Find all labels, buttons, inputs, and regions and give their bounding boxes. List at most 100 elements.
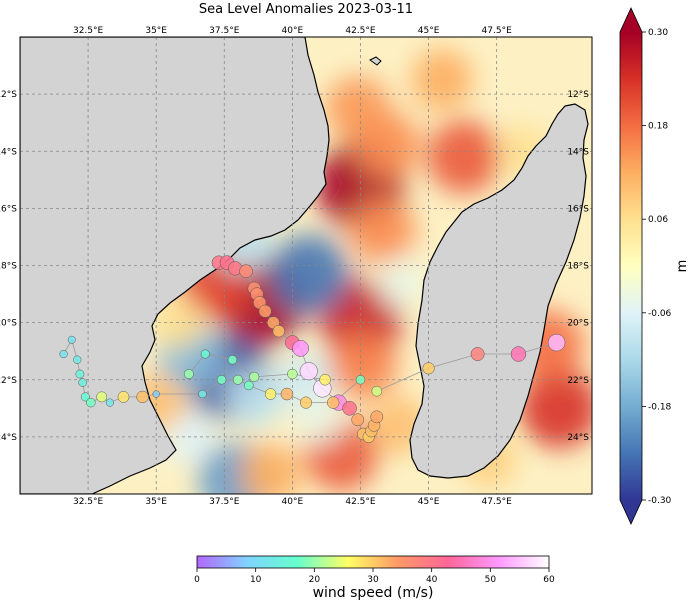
wind-colorbar-label: wind speed (m/s) — [313, 585, 434, 600]
wind-marker — [183, 369, 194, 379]
wind-marker — [80, 392, 90, 402]
wind-marker — [319, 374, 331, 386]
wind-marker — [216, 375, 227, 385]
latitude-tick-label: 14°S — [0, 147, 17, 157]
longitude-tick-label: 37.5°E — [209, 497, 240, 507]
colorbar-label: m — [675, 260, 690, 273]
wind-marker — [264, 388, 277, 400]
latitude-tick-label: 18°S — [567, 262, 589, 272]
wind-colorbar-tick-label: 60 — [543, 575, 555, 585]
longitude-tick-label: 40°E — [282, 26, 304, 36]
latitude-tick-label: 22°S — [567, 376, 589, 386]
latitude-labels-right: 12°S 14°S 16°S 18°S 20°S 22°S 24°S — [567, 90, 589, 443]
latitude-tick-label: 14°S — [567, 147, 589, 157]
longitude-tick-label: 32.5°E — [73, 497, 104, 507]
wind-marker — [287, 368, 298, 380]
wind-colorbar-tick-label: 10 — [250, 575, 262, 585]
map-frame — [19, 36, 593, 495]
wind-observation-markers — [59, 255, 566, 443]
wind-colorbar-tick-label: 50 — [485, 575, 497, 585]
longitude-tick-label: 42.5°E — [345, 26, 376, 36]
wind-marker — [342, 401, 357, 416]
latitude-tick-label: 16°S — [0, 204, 17, 214]
wind-marker — [280, 387, 294, 401]
latitude-tick-label: 18°S — [0, 262, 17, 272]
wind-marker — [510, 346, 527, 362]
longitude-tick-label: 45°E — [418, 497, 440, 507]
longitude-tick-label: 37.5°E — [209, 26, 240, 36]
wind-marker — [371, 385, 383, 397]
colorbar-tick-label: -0.18 — [648, 402, 672, 412]
latitude-tick-label: 22°S — [0, 376, 17, 386]
wind-marker — [272, 325, 285, 338]
wind-marker — [59, 349, 68, 359]
latitude-tick-label: 24°S — [567, 433, 589, 443]
colorbar-tick-label: -0.30 — [648, 496, 672, 506]
colorbar-upper-extension — [620, 8, 642, 32]
anomaly-blob — [411, 49, 473, 111]
anomaly-blob — [269, 234, 349, 314]
longitude-labels-bottom: 32.5°E 35°E 37.5°E 40°E 42.5°E 45°E 47.5°E — [73, 497, 512, 507]
madagascar-island — [409, 103, 589, 479]
latitude-tick-label: 12°S — [567, 90, 589, 100]
wind-colorbar-ticks: 0 10 20 30 40 50 60 — [194, 568, 555, 585]
wind-colorbar-tick-label: 40 — [426, 575, 438, 585]
latitude-tick-label: 20°S — [0, 319, 17, 329]
wind-marker — [96, 391, 108, 403]
wind-colorbar-tick-label: 30 — [367, 575, 379, 585]
latitude-tick-label: 12°S — [0, 90, 17, 100]
anomaly-blob — [329, 331, 397, 400]
latitude-tick-label: 20°S — [567, 319, 589, 329]
wind-marker — [86, 397, 96, 408]
wind-marker — [299, 362, 318, 381]
longitude-tick-label: 45°E — [418, 26, 440, 36]
anomaly-blob — [376, 257, 427, 308]
wind-marker — [547, 333, 566, 352]
colorbar-tick-label: 0.18 — [648, 122, 668, 132]
wind-marker — [244, 380, 254, 391]
longitude-tick-label: 47.5°E — [482, 26, 513, 36]
wind-marker — [117, 391, 130, 403]
longitude-tick-label: 40°E — [282, 497, 304, 507]
longitude-labels-top: 32.5°E 35°E 37.5°E 40°E 42.5°E 45°E 47.5°E — [73, 26, 512, 36]
anomaly-blob — [427, 120, 501, 194]
wind-marker — [198, 389, 207, 399]
wind-marker — [239, 264, 253, 279]
wind-marker — [258, 304, 272, 318]
wind-marker — [232, 374, 243, 385]
comoros-island — [369, 56, 382, 66]
map-area: 32.5°E 35°E 37.5°E 40°E 42.5°E 45°E 47.5°E 32.… — [0, 26, 593, 507]
wind-marker — [370, 410, 384, 424]
wind-marker — [227, 355, 238, 365]
wind-marker — [292, 339, 309, 357]
sea-level-anomaly-colorbar: 0.30 0.18 0.06 -0.06 -0.18 -0.30 m — [619, 7, 690, 525]
colorbar-ticks: 0.30 0.18 0.06 -0.06 -0.18 -0.30 — [642, 28, 672, 506]
anomaly-blob — [349, 198, 416, 265]
figure-title: Sea Level Anomalies 2023-03-11 — [199, 2, 413, 17]
longitude-tick-label: 42.5°E — [345, 497, 376, 507]
colorbar-tick-label: -0.06 — [648, 309, 672, 319]
latitude-tick-label: 16°S — [567, 204, 589, 214]
wind-colorbar-tick-label: 0 — [194, 575, 200, 585]
wind-marker — [75, 369, 85, 379]
wind-marker — [351, 413, 365, 427]
anomaly-blob — [239, 443, 302, 494]
wind-marker — [136, 390, 149, 404]
wind-colorbar-tick-label: 20 — [309, 575, 321, 585]
anomaly-blob — [519, 368, 592, 448]
wind-marker — [105, 398, 114, 407]
longitude-tick-label: 35°E — [145, 26, 167, 36]
colorbar-tick-label: 0.30 — [648, 28, 668, 38]
wind-marker — [249, 371, 260, 382]
longitude-tick-label: 35°E — [145, 497, 167, 507]
wind-marker — [299, 396, 313, 409]
longitude-tick-label: 47.5°E — [482, 497, 513, 507]
wind-speed-colorbar: 0 10 20 30 40 50 60 wind speed (m/s) — [194, 555, 555, 601]
anomaly-blob — [354, 112, 421, 179]
colorbar-lower-extension — [620, 500, 642, 524]
wind-marker — [67, 335, 76, 344]
wind-marker — [327, 396, 340, 409]
colorbar-body — [620, 32, 642, 500]
